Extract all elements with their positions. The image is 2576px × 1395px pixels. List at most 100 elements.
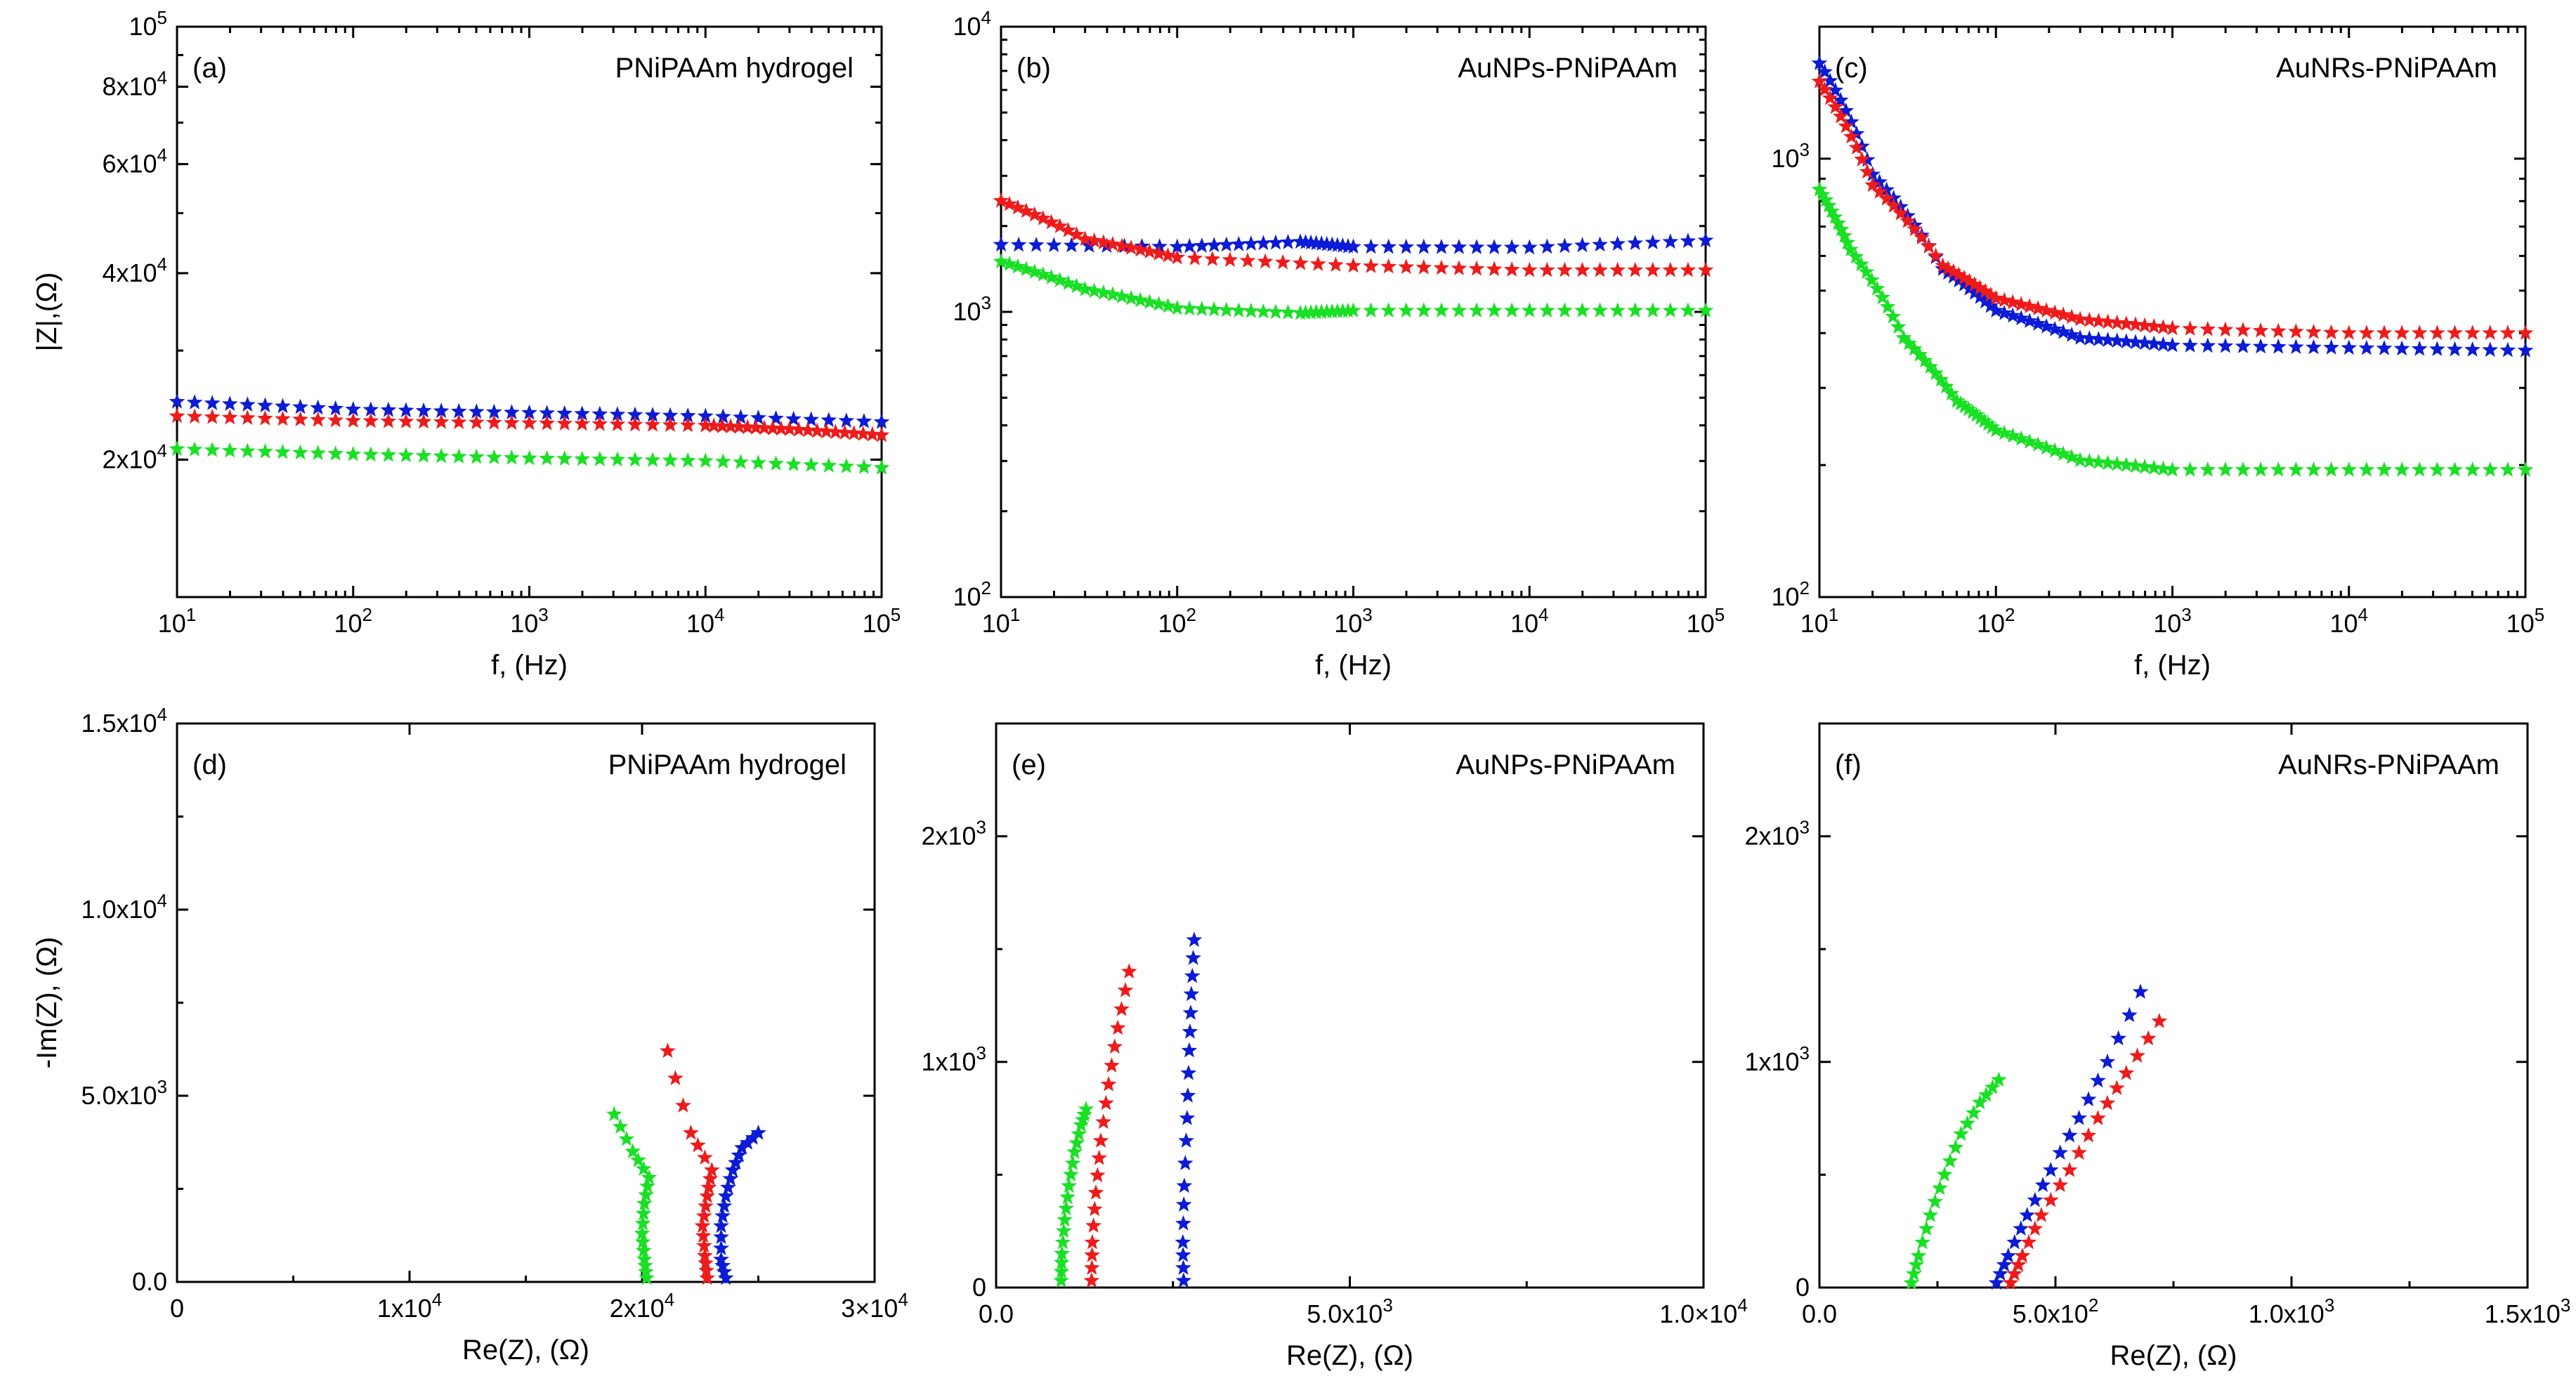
data-point — [1160, 247, 1177, 263]
data-point — [2061, 1127, 2078, 1143]
data-point — [1180, 1064, 1197, 1080]
data-point — [415, 413, 432, 429]
data-point — [1380, 258, 1397, 274]
data-point — [1175, 1215, 1191, 1231]
data-point — [1859, 163, 1876, 179]
data-point — [2145, 317, 2162, 334]
data-point — [574, 405, 591, 421]
data-point — [635, 1160, 652, 1176]
data-point — [1106, 1038, 1123, 1054]
data-point — [1811, 55, 1828, 70]
data-point — [1057, 1211, 1073, 1227]
data-point — [1982, 297, 1999, 313]
data-point — [1486, 261, 1503, 277]
y-tick-label: 8x104 — [102, 67, 167, 100]
panel-label-a: (a) — [192, 53, 227, 84]
data-point — [1968, 407, 1985, 422]
data-point — [993, 253, 1009, 269]
data-point — [609, 406, 626, 421]
data-point — [380, 401, 397, 417]
data-point — [747, 419, 764, 435]
data-point — [2482, 325, 2499, 340]
data-point — [1956, 269, 1973, 285]
data-point — [1363, 258, 1379, 273]
data-point — [2217, 337, 2234, 353]
data-point — [2411, 340, 2428, 356]
data-point — [2100, 454, 2116, 471]
data-point — [221, 409, 238, 425]
data-point — [1574, 261, 1590, 277]
data-point — [660, 1042, 676, 1059]
data-point — [2429, 325, 2445, 340]
data-point — [1087, 1184, 1104, 1200]
data-point — [1832, 91, 1849, 107]
data-point — [2341, 339, 2358, 355]
data-point — [2081, 311, 2098, 327]
data-point — [1936, 1166, 1953, 1182]
data-point — [1071, 1125, 1087, 1141]
data-point — [1001, 256, 1018, 271]
data-point — [1028, 237, 1045, 252]
data-point — [809, 422, 825, 438]
data-point — [1592, 302, 1608, 317]
data-point — [993, 236, 1009, 252]
x-tick-label: 104 — [2329, 604, 2368, 638]
data-point — [186, 441, 203, 457]
data-point — [1178, 1132, 1194, 1148]
data-point — [1972, 1094, 1988, 1110]
data-point — [1947, 1139, 1964, 1155]
data-point — [724, 1162, 741, 1177]
data-point — [2014, 1247, 2031, 1263]
data-point — [1908, 1256, 1925, 1272]
data-point — [1959, 1115, 1975, 1131]
data-point — [731, 418, 747, 434]
data-point — [1609, 302, 1626, 317]
data-point — [1045, 237, 1062, 252]
data-point — [1627, 302, 1644, 317]
data-point — [636, 1195, 653, 1211]
data-point — [695, 1237, 712, 1253]
data-point — [716, 1198, 733, 1213]
data-point — [2358, 461, 2375, 477]
data-point — [2042, 1162, 2059, 1177]
data-point — [2013, 1220, 2029, 1236]
data-point — [716, 1263, 733, 1279]
series-d-blue — [713, 1125, 766, 1285]
data-point — [2306, 339, 2322, 355]
x-tick-label: 5.0x103 — [1307, 1295, 1393, 1328]
data-point — [1194, 301, 1210, 316]
data-point — [2235, 322, 2251, 337]
data-point — [1068, 1134, 1085, 1151]
data-point — [2358, 339, 2375, 355]
data-point — [1885, 197, 1902, 213]
data-point — [1592, 236, 1608, 252]
data-point — [679, 452, 696, 468]
panel-d: 0 1x104 2x104 3×104 0.0 5.0x103 1.0x104 1.5x104… — [32, 704, 908, 1365]
data-point — [1931, 1179, 1948, 1196]
data-point — [1822, 72, 1838, 88]
data-point — [362, 401, 379, 417]
data-point — [1538, 261, 1555, 277]
data-point — [1267, 234, 1284, 250]
data-point — [1839, 234, 1856, 250]
data-point — [521, 414, 537, 431]
data-point — [1104, 235, 1121, 251]
y-tick-label: 5.0x103 — [81, 1076, 167, 1110]
series-a-blue — [169, 393, 890, 429]
data-point — [1451, 260, 1467, 275]
plot-frame-f — [1818, 722, 2529, 1289]
data-point — [1503, 261, 1520, 277]
data-point — [609, 451, 626, 467]
data-point — [1933, 371, 1949, 387]
data-point — [2127, 457, 2144, 473]
data-point — [257, 397, 273, 413]
x-axis-title-e: Re(Z), (Ω) — [1286, 1340, 1413, 1371]
data-point — [1068, 226, 1085, 242]
data-point — [1066, 1144, 1083, 1159]
data-point — [186, 394, 203, 410]
data-point — [1985, 1079, 2001, 1094]
data-point — [790, 421, 807, 437]
data-point — [2517, 342, 2534, 358]
data-point — [1113, 1000, 1130, 1016]
data-point — [1503, 302, 1520, 317]
